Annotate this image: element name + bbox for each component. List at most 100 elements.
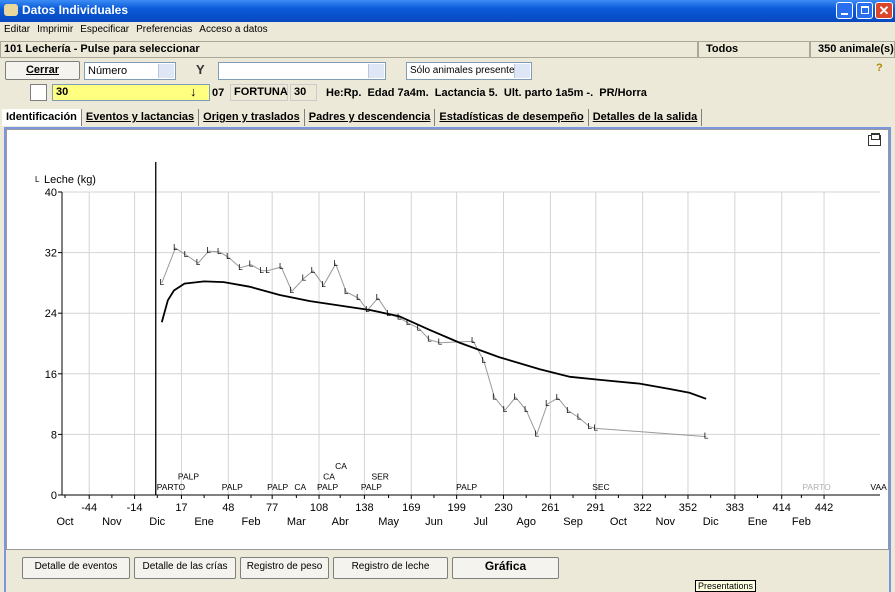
point-marker: L [321,280,326,289]
event-label: PARTO [157,482,186,492]
point-marker: L [482,356,487,365]
animal-id-input[interactable]: 30 [52,84,210,101]
x-tick-label: 199 [447,502,465,514]
x-tick-label: 138 [355,502,373,514]
point-marker: L [173,243,178,252]
point-marker: L [524,405,529,414]
point-marker: L [704,432,709,441]
x-tick-label: -44 [81,502,97,514]
presence-select[interactable]: Sólo animales presentes [406,62,532,80]
count-cell: 350 animale(s) [810,41,895,58]
point-marker: L [356,293,361,302]
point-marker: L [594,423,599,432]
month-label: Nov [102,516,122,528]
event-label: CA [294,482,306,492]
month-label: Ene [748,516,768,528]
month-label: Abr [332,516,349,528]
bottom-buttons: Detalle de eventos Detalle de las crías Re… [22,557,559,579]
close-button[interactable]: ✕ [875,2,893,19]
event-label: VAA [870,482,887,492]
new-icon[interactable] [30,84,47,101]
legend-marker: L [35,175,40,184]
series-line [160,280,707,400]
tab-panel [4,127,891,592]
bottom-button[interactable]: Detalle de eventos [22,557,130,579]
tab[interactable]: Identificación [2,109,82,126]
point-marker: L [566,406,571,415]
point-marker: L [556,393,561,402]
filter-icon[interactable]: Y [196,62,205,77]
tab[interactable]: Detalles de la salida [589,109,703,126]
tab-bar: Identificación Eventos y lactancias Origen… [2,109,703,126]
point-marker: L [376,293,381,302]
herd-cell: 101 Lechería - Pulse para seleccionar [0,41,698,58]
event-label: PALP [178,472,199,482]
point-marker: L [513,392,518,401]
bottom-button[interactable]: Registro de leche [333,557,448,579]
point-marker: L [417,323,422,332]
event-label: PALP [222,482,243,492]
bottom-button[interactable]: Gráfica [452,557,559,579]
window-title: Datos Individuales [22,3,129,17]
month-label: May [378,516,399,528]
point-marker: L [587,422,592,431]
y-tick-label: 32 [45,248,57,260]
menu-item[interactable]: Editar [4,24,31,35]
tooltip: Presentations [695,580,757,592]
point-marker: L [217,247,222,256]
restore-chart-icon[interactable] [868,133,881,146]
menu-item[interactable]: Imprimir [37,24,74,35]
y-tick-label: 8 [51,429,57,441]
sort-select[interactable]: Número [84,62,176,80]
point-marker: L [503,405,508,414]
legend-label: Leche (kg) [44,174,96,186]
point-marker: L [471,336,476,345]
month-label: Feb [242,516,261,528]
maximize-button[interactable] [856,2,873,19]
x-tick-label: -14 [127,502,143,514]
y-tick-label: 24 [45,308,57,320]
point-marker: L [259,266,264,275]
arrow-icon[interactable]: ↓ [190,84,197,99]
tab[interactable]: Estadísticas de desempeño [435,109,589,126]
animal-name: FORTUNA [230,84,288,101]
point-marker: L [344,287,349,296]
point-marker: L [290,286,295,295]
event-label: PALP [267,482,288,492]
month-label: Ago [516,516,536,528]
bottom-button[interactable]: Detalle de las crías [134,557,236,579]
filter-cell: Todos [698,41,810,58]
event-label: PALP [317,482,338,492]
bottom-button[interactable]: Registro de peso [240,557,329,579]
month-label: Jul [474,516,488,528]
filter-select[interactable] [218,62,386,80]
month-label: Nov [656,516,676,528]
point-marker: L [196,258,201,267]
point-marker: L [265,266,270,275]
menu-item[interactable]: Acceso a datos [199,24,268,35]
tab[interactable]: Padres y descendencia [305,109,436,126]
month-label: Dic [703,516,719,528]
y-tick-label: 16 [45,369,57,381]
event-label: PALP [361,482,382,492]
month-label: Sep [563,516,583,528]
x-tick-label: 48 [222,502,234,514]
milk-chart: 0 8 16 24 32 40 -44 -14 17 48 77 108 138 169 199 230 261… [35,162,887,528]
x-tick-label: 414 [773,502,791,514]
point-marker: L [492,392,497,401]
close-btn[interactable]: Cerrar [5,61,80,80]
point-marker: L [577,413,582,422]
tab[interactable]: Origen y traslados [199,109,305,126]
point-marker: L [438,338,443,347]
tab[interactable]: Eventos y lactancias [82,109,200,126]
help-icon[interactable]: ? [876,62,883,74]
event-label: PARTO [802,482,831,492]
minimize-button[interactable] [836,2,853,19]
x-tick-label: 169 [402,502,420,514]
point-marker: L [160,278,165,287]
point-marker: L [238,263,243,272]
event-label: CA [323,472,335,482]
menu-item[interactable]: Preferencias [136,24,193,35]
menu-item[interactable]: Especificar [80,24,130,35]
